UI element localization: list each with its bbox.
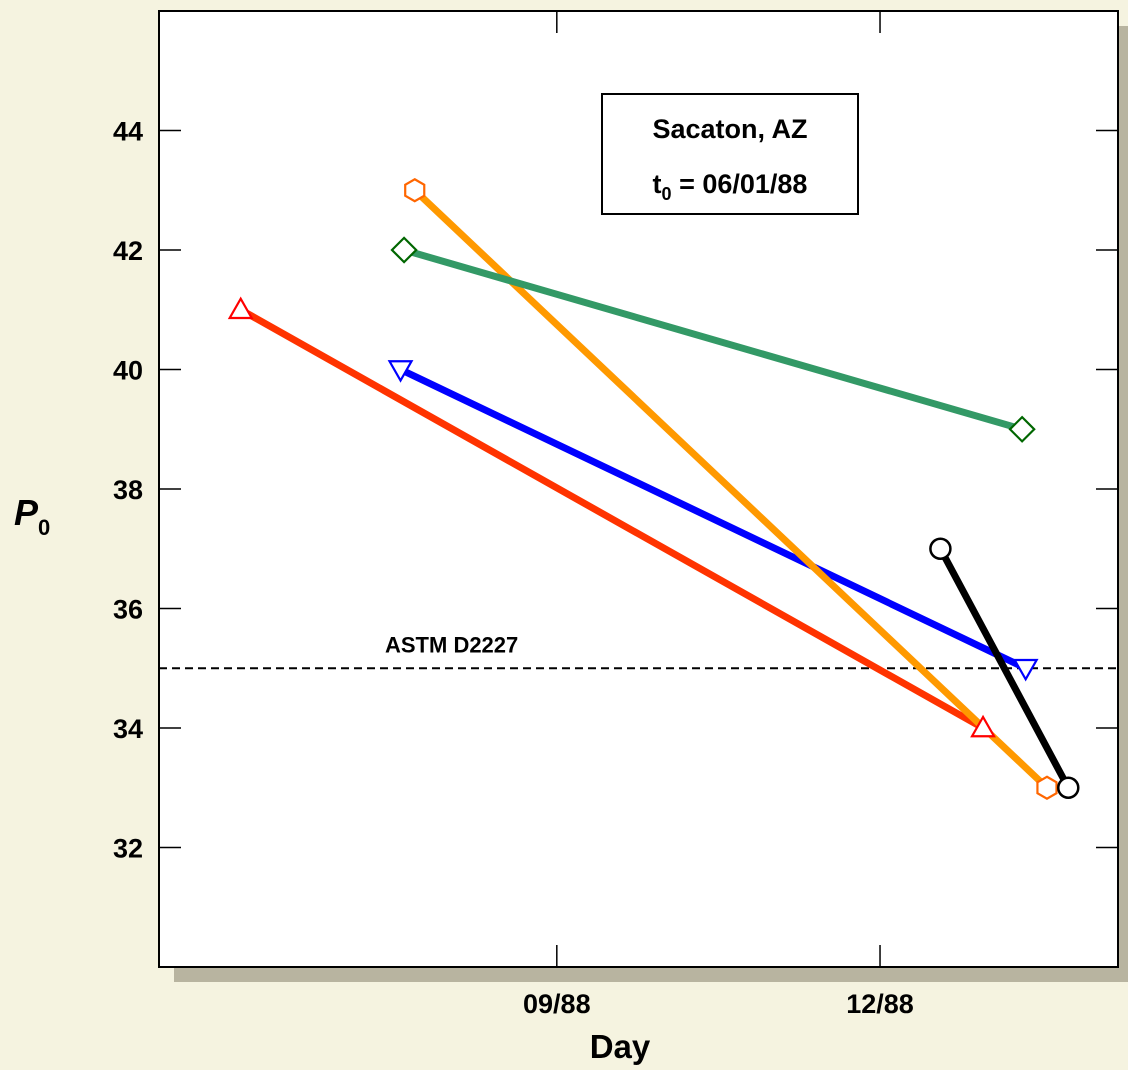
x-tick-label: 09/88 <box>523 989 591 1019</box>
info-box: Sacaton, AZ t0 = 06/01/88 <box>601 93 859 215</box>
series-lines <box>237 186 1072 792</box>
y-tick-label: 40 <box>113 356 143 386</box>
info-box-start-date: t0 = 06/01/88 <box>653 169 808 204</box>
y-axis-title: P0 <box>14 492 50 540</box>
data-point-hexagon <box>1036 775 1058 801</box>
y-tick-label: 32 <box>113 834 143 864</box>
y-tick-label: 42 <box>113 236 143 266</box>
series-line-triangle-up <box>237 306 987 732</box>
data-point-circle <box>929 537 952 560</box>
series-markers <box>227 177 1080 801</box>
x-axis-title: Day <box>590 1028 651 1065</box>
info-box-date: = 06/01/88 <box>672 169 808 199</box>
series-line-triangle-down <box>397 366 1030 672</box>
data-point-diamond <box>1008 415 1036 443</box>
data-point-triangle-up <box>227 296 254 320</box>
data-point-triangle-up <box>970 714 996 738</box>
y-tick-labels: 32 34 36 38 40 42 44 <box>113 117 143 864</box>
series-line-hexagon <box>411 186 1051 792</box>
series-line-diamond <box>400 246 1026 433</box>
data-point-diamond <box>390 236 418 264</box>
series-line-circle <box>936 545 1072 792</box>
x-tick-labels: 09/88 12/88 <box>523 989 914 1019</box>
info-box-t: t <box>653 169 662 199</box>
y-tick-label: 44 <box>113 117 143 147</box>
axis-ticks <box>159 11 1118 967</box>
data-point-triangle-down <box>1012 658 1039 682</box>
y-tick-label: 36 <box>113 595 143 625</box>
y-tick-label: 34 <box>113 714 143 744</box>
data-point-circle <box>1057 776 1080 799</box>
info-box-t-subscript: 0 <box>662 184 672 204</box>
data-point-hexagon <box>404 177 426 203</box>
y-axis-title-main: P <box>14 492 39 533</box>
x-tick-label: 12/88 <box>846 989 914 1019</box>
reference-line-label: ASTM D2227 <box>385 632 518 657</box>
y-tick-label: 38 <box>113 475 143 505</box>
y-axis-title-subscript: 0 <box>38 515 50 540</box>
data-point-triangle-down <box>387 360 414 383</box>
info-box-frame <box>601 93 859 215</box>
info-box-location: Sacaton, AZ <box>652 114 807 144</box>
